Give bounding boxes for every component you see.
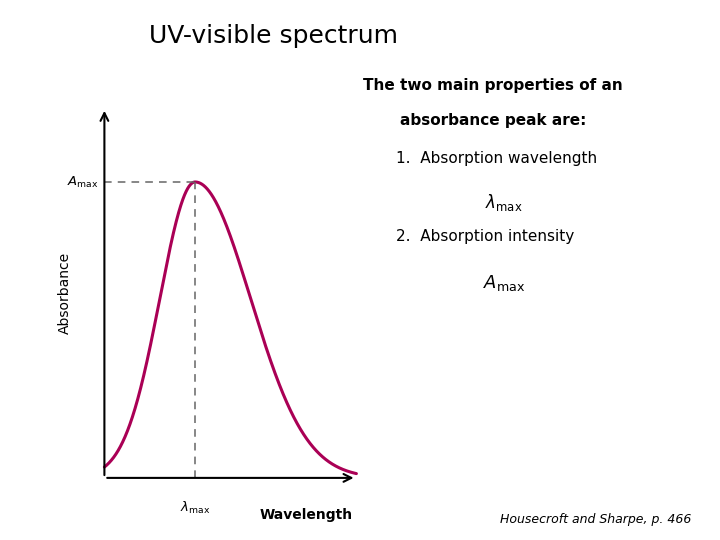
Text: UV-visible spectrum: UV-visible spectrum [149,24,398,48]
Text: Housecroft and Sharpe, p. 466: Housecroft and Sharpe, p. 466 [500,514,691,526]
Text: $\lambda_{\mathrm{max}}$: $\lambda_{\mathrm{max}}$ [180,500,210,516]
Text: 2.  Absorption intensity: 2. Absorption intensity [396,230,575,245]
Text: absorbance peak are:: absorbance peak are: [400,113,586,129]
Text: Absorbance: Absorbance [58,252,72,334]
Text: The two main properties of an: The two main properties of an [364,78,623,93]
Text: $\lambda_{\mathrm{max}}$: $\lambda_{\mathrm{max}}$ [485,192,523,213]
Text: 1.  Absorption wavelength: 1. Absorption wavelength [396,151,597,166]
Text: $A_{\mathrm{max}}$: $A_{\mathrm{max}}$ [483,273,525,293]
Text: Wavelength: Wavelength [260,508,353,522]
Text: $A_{\mathrm{max}}$: $A_{\mathrm{max}}$ [67,174,99,190]
